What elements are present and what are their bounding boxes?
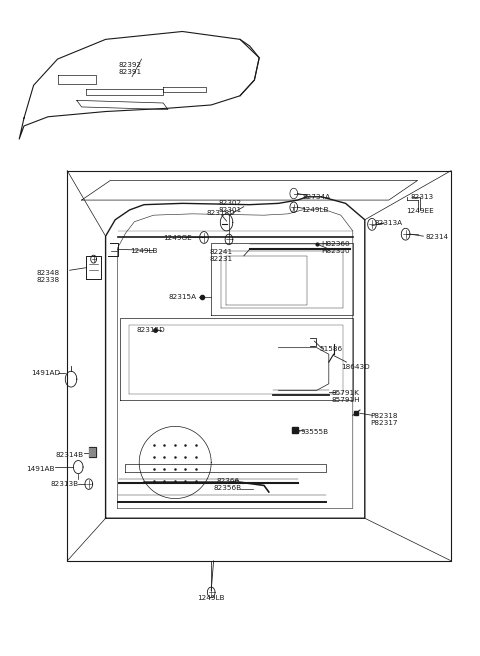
- Text: H82360
H82350: H82360 H82350: [322, 241, 350, 255]
- Polygon shape: [89, 447, 96, 457]
- Text: 82313B: 82313B: [51, 481, 79, 487]
- Text: 82318D: 82318D: [206, 210, 235, 216]
- Text: 82313: 82313: [411, 194, 434, 200]
- Text: 82241
82231: 82241 82231: [209, 249, 232, 262]
- Text: 51586: 51586: [320, 346, 343, 352]
- Text: 82302
82301: 82302 82301: [219, 200, 242, 213]
- Text: 1249EE: 1249EE: [406, 208, 434, 215]
- Text: 93555B: 93555B: [300, 428, 328, 435]
- Text: 1249LB: 1249LB: [130, 247, 158, 254]
- Text: P82318
P82317: P82318 P82317: [370, 413, 398, 426]
- Text: 82313A: 82313A: [375, 220, 403, 226]
- Text: 82314B: 82314B: [56, 452, 84, 459]
- Text: 82314: 82314: [425, 234, 448, 241]
- Text: 1491AD: 1491AD: [31, 369, 60, 376]
- Text: 18643D: 18643D: [341, 364, 370, 371]
- Text: 1249LB: 1249LB: [300, 207, 328, 213]
- Text: 1491AB: 1491AB: [26, 466, 55, 472]
- Text: 1249GE: 1249GE: [163, 235, 192, 241]
- Text: 82366
82356B: 82366 82356B: [214, 478, 242, 491]
- Text: 82315A: 82315A: [168, 293, 196, 300]
- Text: 1249LB: 1249LB: [197, 595, 225, 602]
- Text: 85791K
85791H: 85791K 85791H: [331, 390, 360, 403]
- Text: 82315D: 82315D: [137, 327, 166, 333]
- Text: 82734A: 82734A: [303, 194, 331, 200]
- Text: 82392
82391: 82392 82391: [118, 62, 141, 75]
- Text: 82348
82338: 82348 82338: [36, 270, 60, 283]
